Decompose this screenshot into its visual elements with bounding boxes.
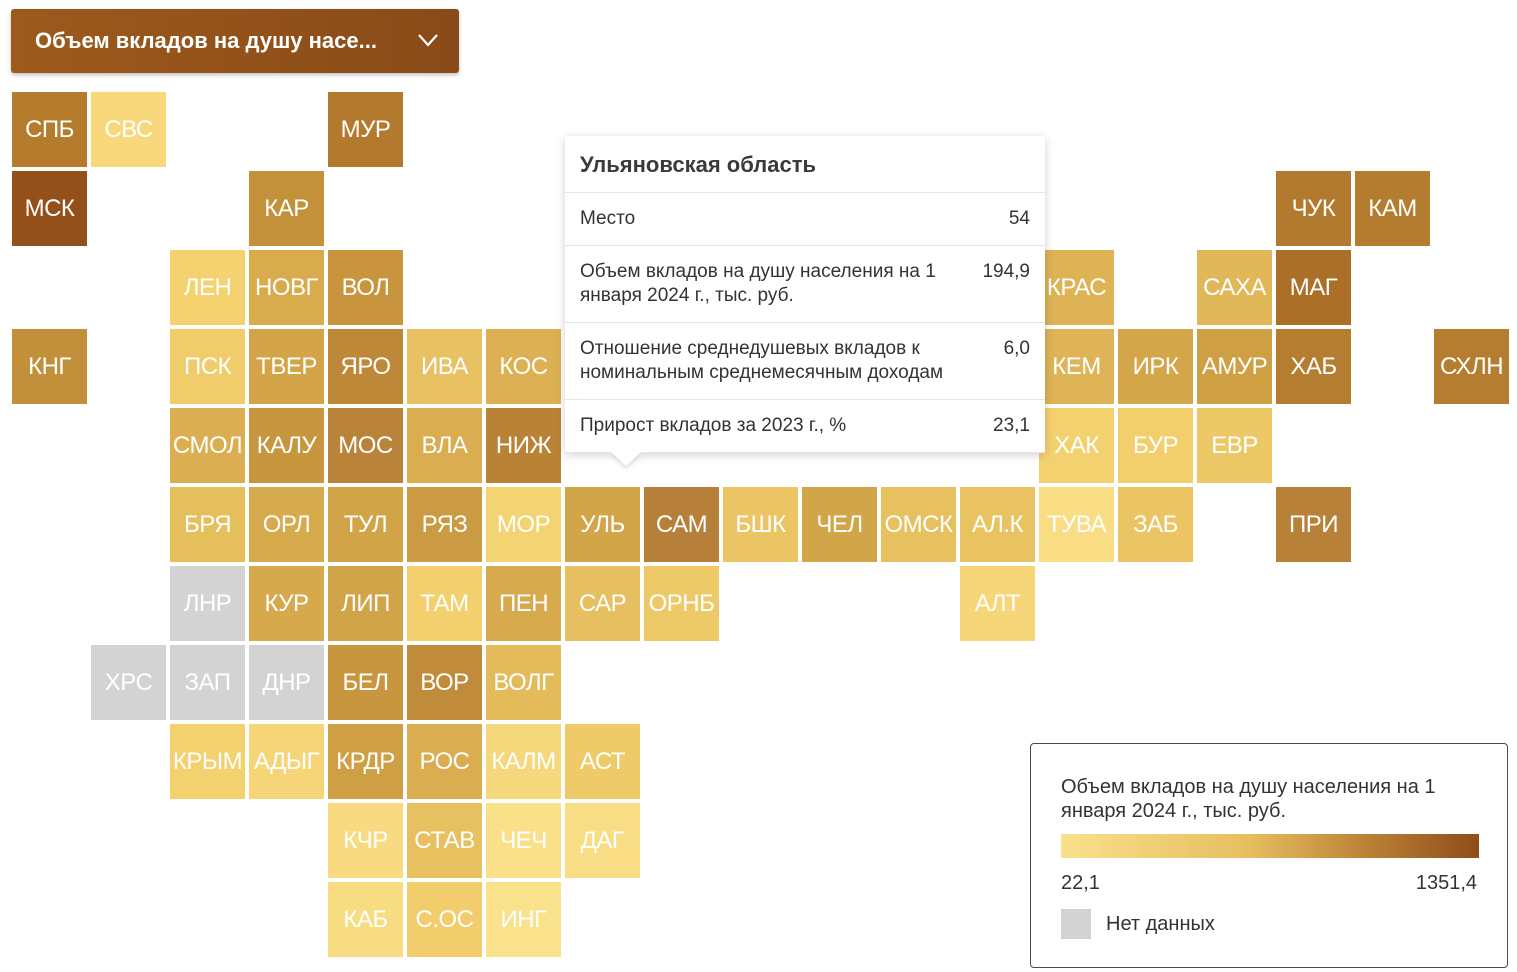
region-tile[interactable]: ДНР: [249, 645, 324, 720]
region-tile[interactable]: ВЛА: [407, 408, 482, 483]
region-tile[interactable]: КУР: [249, 566, 324, 641]
region-tile[interactable]: АЛ.К: [960, 487, 1035, 562]
legend-no-data-swatch: [1061, 909, 1091, 939]
tooltip-row-value: 23,1: [993, 415, 1030, 436]
region-tile[interactable]: БУР: [1118, 408, 1193, 483]
region-tooltip: Ульяновская область Место 54 Объем вклад…: [565, 136, 1045, 466]
region-tile[interactable]: БШК: [723, 487, 798, 562]
legend-no-data-label: Нет данных: [1106, 913, 1215, 935]
region-tile[interactable]: КАБ: [328, 882, 403, 957]
region-tile[interactable]: АСТ: [565, 724, 640, 799]
region-tile[interactable]: ЧЕЛ: [802, 487, 877, 562]
region-tile[interactable]: ЛНР: [170, 566, 245, 641]
region-tile[interactable]: САР: [565, 566, 640, 641]
tooltip-row-ratio: Отношение среднедушевых вкладов к номина…: [565, 323, 1045, 400]
region-tile[interactable]: ХАК: [1039, 408, 1114, 483]
indicator-dropdown[interactable]: Объем вкладов на душу насе...: [11, 9, 459, 73]
region-tile[interactable]: НОВГ: [249, 250, 324, 325]
region-tile[interactable]: ПЕН: [486, 566, 561, 641]
region-tile[interactable]: РОС: [407, 724, 482, 799]
indicator-dropdown-label: Объем вкладов на душу насе...: [35, 28, 377, 53]
region-tile[interactable]: БРЯ: [170, 487, 245, 562]
region-tile[interactable]: С.ОС: [407, 882, 482, 957]
region-tile[interactable]: МСК: [12, 171, 87, 246]
region-tile[interactable]: БЕЛ: [328, 645, 403, 720]
region-tile[interactable]: РЯЗ: [407, 487, 482, 562]
region-tile[interactable]: СПБ: [12, 92, 87, 167]
region-tile[interactable]: ТВЕР: [249, 329, 324, 404]
region-tile[interactable]: МАГ: [1276, 250, 1351, 325]
region-tile[interactable]: САМ: [644, 487, 719, 562]
region-tile[interactable]: ИРК: [1118, 329, 1193, 404]
region-tile[interactable]: НИЖ: [486, 408, 561, 483]
chevron-down-icon: [418, 34, 438, 47]
tooltip-row-label: Объем вкладов на душу населения на 1 янв…: [580, 261, 936, 306]
region-tile[interactable]: ЗАП: [170, 645, 245, 720]
region-tile[interactable]: ЛЕН: [170, 250, 245, 325]
tooltip-pointer: [611, 452, 641, 466]
region-tile[interactable]: КАЛМ: [486, 724, 561, 799]
region-tile[interactable]: СМОЛ: [170, 408, 245, 483]
region-tile[interactable]: ЧУК: [1276, 171, 1351, 246]
tooltip-row-rank: Место 54: [565, 193, 1045, 246]
region-tile[interactable]: КЕМ: [1039, 329, 1114, 404]
region-tile[interactable]: ТУЛ: [328, 487, 403, 562]
region-tile[interactable]: ТАМ: [407, 566, 482, 641]
region-tile[interactable]: ТУВА: [1039, 487, 1114, 562]
region-tile[interactable]: ВОР: [407, 645, 482, 720]
region-tile[interactable]: МОС: [328, 408, 403, 483]
region-tile[interactable]: ВОЛГ: [486, 645, 561, 720]
region-tile[interactable]: КАМ: [1355, 171, 1430, 246]
tooltip-row-value: 54: [1008, 208, 1030, 229]
tooltip-row-label: Отношение среднедушевых вкладов к номина…: [580, 338, 944, 383]
region-tile[interactable]: ВОЛ: [328, 250, 403, 325]
region-tile[interactable]: СХЛН: [1434, 329, 1509, 404]
region-tile[interactable]: ПСК: [170, 329, 245, 404]
region-tile[interactable]: МУР: [328, 92, 403, 167]
region-tile[interactable]: ЯРО: [328, 329, 403, 404]
region-tile[interactable]: СТАВ: [407, 803, 482, 878]
region-tile[interactable]: ХАБ: [1276, 329, 1351, 404]
region-tile[interactable]: ИВА: [407, 329, 482, 404]
legend-max-value: 1351,4: [1415, 872, 1477, 894]
tooltip-row-growth: Прирост вкладов за 2023 г., % 23,1: [565, 400, 1045, 453]
region-tile[interactable]: САХА: [1197, 250, 1272, 325]
color-legend: Объем вкладов на душу населения на 1 янв…: [1030, 743, 1508, 968]
region-tile[interactable]: ПРИ: [1276, 487, 1351, 562]
region-tile[interactable]: СВС: [91, 92, 166, 167]
region-tile[interactable]: ОРЛ: [249, 487, 324, 562]
region-tile[interactable]: МОР: [486, 487, 561, 562]
tooltip-row-label: Место: [580, 208, 636, 229]
region-tile[interactable]: ХРС: [91, 645, 166, 720]
region-tile[interactable]: ЧЕЧ: [486, 803, 561, 878]
legend-min-value: 22,1: [1061, 872, 1100, 894]
region-tile[interactable]: ДАГ: [565, 803, 640, 878]
region-tile[interactable]: АМУР: [1197, 329, 1272, 404]
tooltip-row-value: 6,0: [1003, 338, 1030, 359]
region-tile[interactable]: АДЫГ: [249, 724, 324, 799]
region-tile[interactable]: ОРНБ: [644, 566, 719, 641]
region-tile[interactable]: КЧР: [328, 803, 403, 878]
region-tile[interactable]: КРАС: [1039, 250, 1114, 325]
region-tile[interactable]: УЛЬ: [565, 487, 640, 562]
region-tile[interactable]: ИНГ: [486, 882, 561, 957]
region-tile[interactable]: КРЫМ: [170, 724, 245, 799]
region-tile[interactable]: АЛТ: [960, 566, 1035, 641]
region-tile[interactable]: КРДР: [328, 724, 403, 799]
region-tile[interactable]: КНГ: [12, 329, 87, 404]
tooltip-title: Ульяновская область: [565, 136, 1045, 193]
region-tile[interactable]: ЛИП: [328, 566, 403, 641]
region-tile[interactable]: ЕВР: [1197, 408, 1272, 483]
region-tile[interactable]: ЗАБ: [1118, 487, 1193, 562]
region-tile[interactable]: КОС: [486, 329, 561, 404]
legend-title: Объем вкладов на душу населения на 1 янв…: [1061, 776, 1436, 822]
tooltip-row-deposits: Объем вкладов на душу населения на 1 янв…: [565, 246, 1045, 323]
tooltip-row-label: Прирост вкладов за 2023 г., %: [580, 415, 847, 436]
region-tile[interactable]: КАР: [249, 171, 324, 246]
legend-gradient-bar: [1061, 834, 1479, 858]
region-tile[interactable]: ОМСК: [881, 487, 956, 562]
tooltip-row-value: 194,9: [982, 261, 1030, 282]
region-tile[interactable]: КАЛУ: [249, 408, 324, 483]
